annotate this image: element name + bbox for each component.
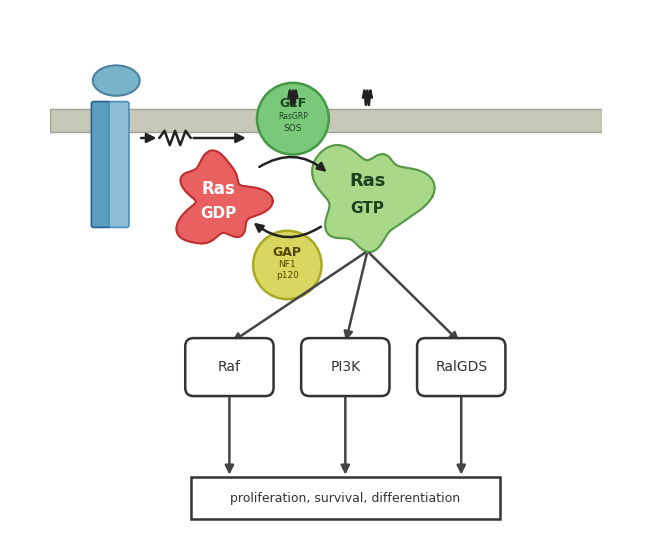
Ellipse shape bbox=[93, 65, 140, 95]
Circle shape bbox=[253, 231, 321, 299]
FancyBboxPatch shape bbox=[417, 338, 505, 396]
Text: Ras: Ras bbox=[349, 172, 385, 189]
Text: GAP: GAP bbox=[273, 246, 302, 259]
Text: PI3K: PI3K bbox=[331, 360, 361, 374]
Text: Raf: Raf bbox=[218, 360, 241, 374]
FancyBboxPatch shape bbox=[185, 338, 274, 396]
FancyBboxPatch shape bbox=[109, 102, 129, 227]
Text: RalGDS: RalGDS bbox=[435, 360, 487, 374]
FancyBboxPatch shape bbox=[50, 109, 602, 132]
FancyBboxPatch shape bbox=[301, 338, 389, 396]
Text: GDP: GDP bbox=[200, 206, 237, 221]
Polygon shape bbox=[312, 145, 435, 252]
Text: NF1: NF1 bbox=[278, 260, 296, 269]
Text: Ras: Ras bbox=[201, 181, 235, 198]
Text: SOS: SOS bbox=[284, 124, 302, 133]
Text: GTP: GTP bbox=[351, 200, 384, 216]
Text: RasGRP: RasGRP bbox=[278, 112, 308, 121]
Circle shape bbox=[257, 83, 329, 155]
FancyBboxPatch shape bbox=[91, 102, 111, 227]
FancyBboxPatch shape bbox=[191, 477, 500, 519]
Polygon shape bbox=[177, 151, 273, 243]
Text: GEF: GEF bbox=[279, 97, 306, 110]
Text: p120: p120 bbox=[276, 272, 299, 280]
Text: proliferation, survival, differentiation: proliferation, survival, differentiation bbox=[230, 492, 460, 505]
